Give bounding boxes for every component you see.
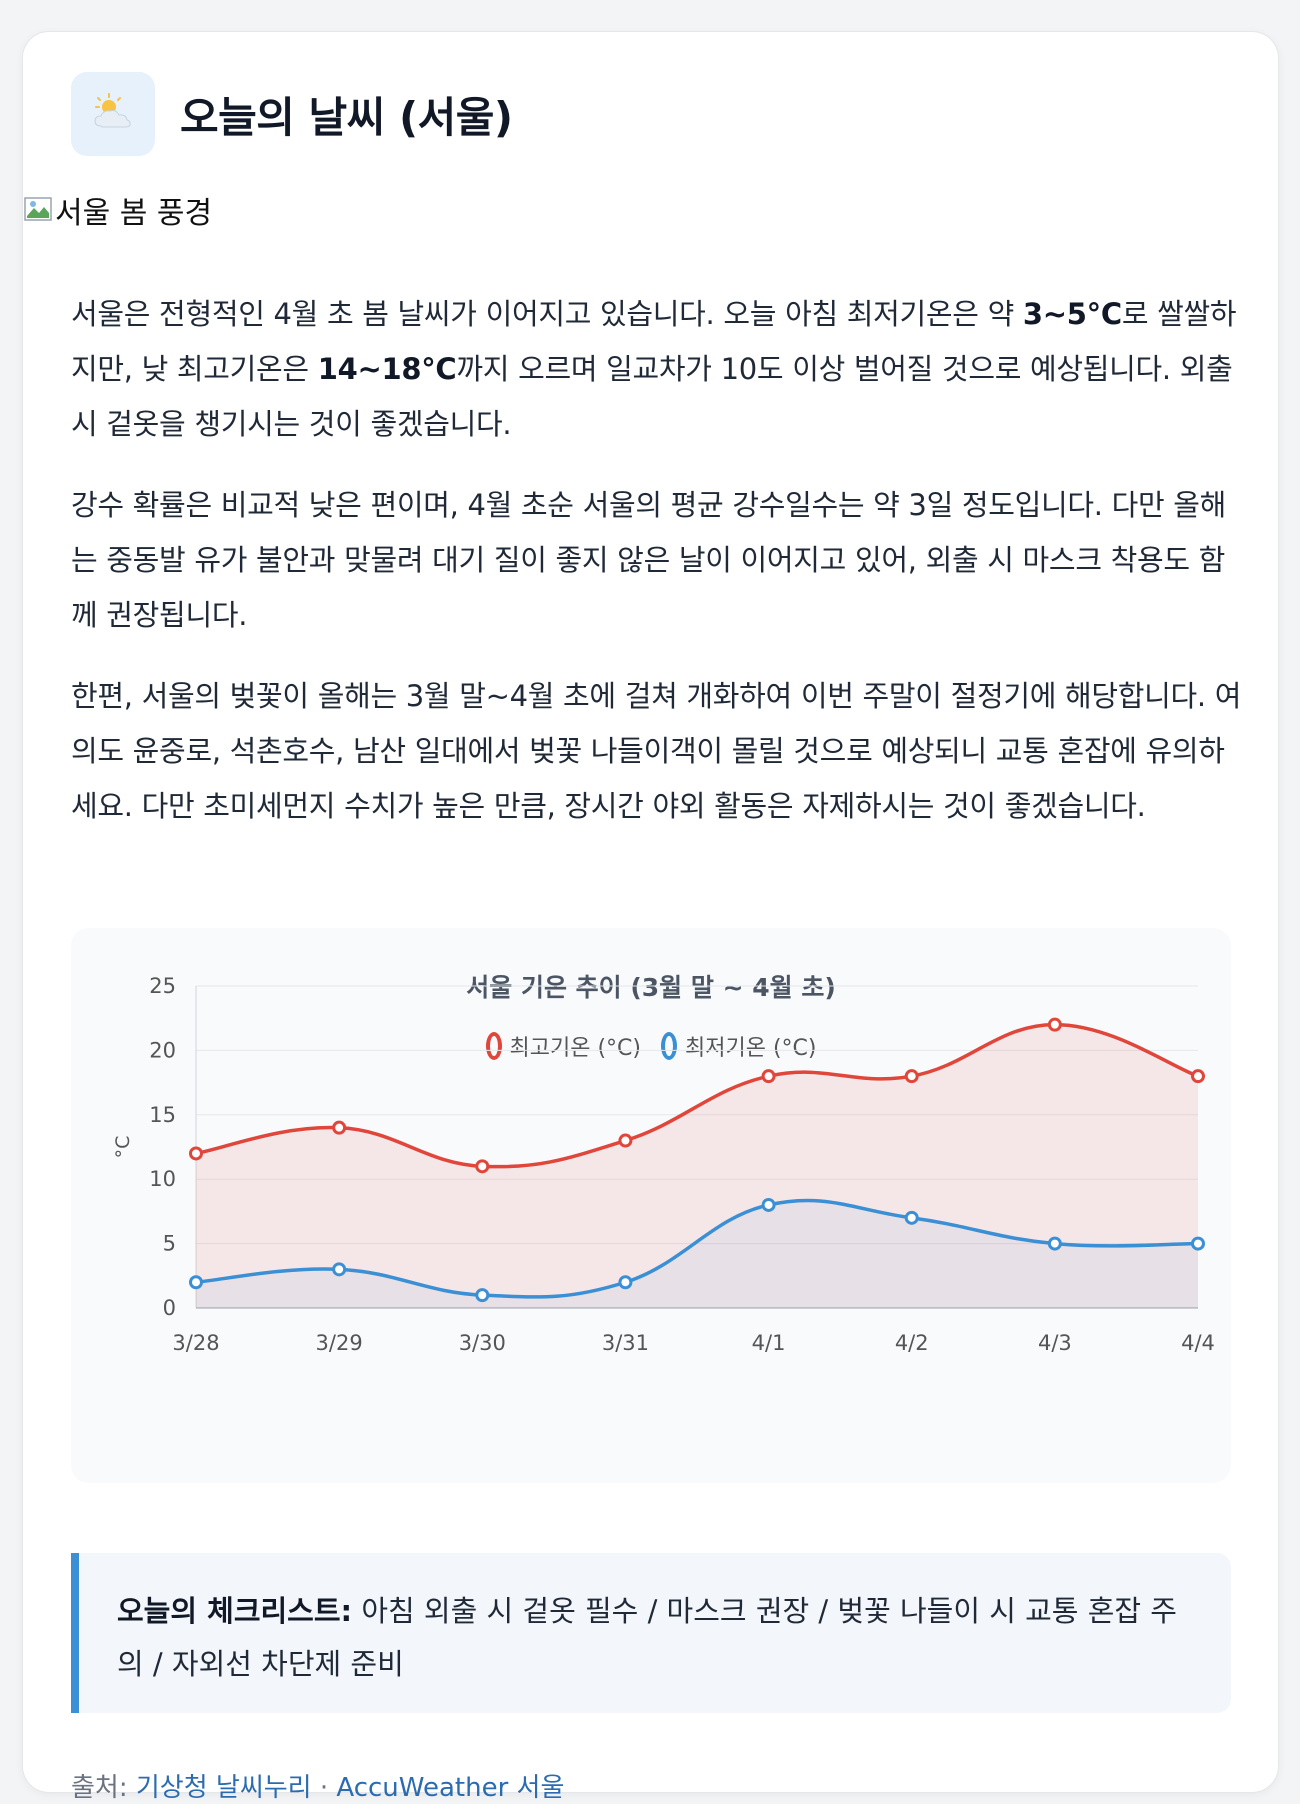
legend-item-1[interactable]: 최고기온 (°C) <box>485 1030 641 1062</box>
article-body: 서울은 전형적인 4월 초 봄 날씨가 이어지고 있습니다. 오늘 아침 최저기… <box>71 287 1251 860</box>
data-point <box>761 1197 776 1212</box>
legend-swatch <box>661 1032 677 1060</box>
chart-plot: 0 5 10 15 20 25 °C 3/28 3/29 3/30 3/31 4/1 4/2 4/3 4/4 <box>112 974 1215 1355</box>
x-tick-label: 4/2 <box>895 1331 929 1355</box>
paragraph-text: 서울은 전형적인 4월 초 봄 날씨가 이어지고 있습니다. 오늘 아침 최저기… <box>71 297 1023 331</box>
data-point <box>332 1262 347 1277</box>
paragraph-text: 로 쌀쌀하지만, 낮 최고기온은 <box>71 297 1237 386</box>
x-tick-label: 4/1 <box>752 1331 786 1355</box>
source-line: 출처: 기상청 날씨누리 · AccuWeather 서울 <box>71 1767 564 1804</box>
y-tick-label: 5 <box>163 1232 176 1256</box>
y-tick-label: 10 <box>149 1167 176 1191</box>
data-point <box>1047 1236 1062 1251</box>
checklist-text: 아침 외출 시 겉옷 필수 / 마스크 권장 / 벚꽃 나들이 시 교통 혼잡 … <box>117 1594 1177 1681</box>
data-point <box>475 1159 490 1174</box>
source-link-accuweather[interactable]: AccuWeather 서울 <box>336 1773 565 1803</box>
x-tick-label: 3/29 <box>316 1331 363 1355</box>
y-tick-label: 20 <box>149 1038 176 1062</box>
paragraph-3: 한편, 서울의 벚꽃이 올해는 3월 말~4월 초에 걸쳐 개화하여 이번 주말… <box>71 669 1251 834</box>
emphasis-text: 3~5°C <box>1022 297 1122 331</box>
y-tick-label: 0 <box>163 1296 176 1320</box>
data-point <box>189 1275 203 1290</box>
x-tick-label: 4/4 <box>1181 1331 1215 1355</box>
broken-image: 서울 봄 풍경 <box>23 190 213 231</box>
data-point <box>332 1120 347 1135</box>
page-title: 오늘의 날씨 (서울) <box>180 92 513 142</box>
x-tick-label: 4/3 <box>1038 1331 1072 1355</box>
paragraph-text: 한편, 서울의 벚꽃이 올해는 3월 말~4월 초에 걸쳐 개화하여 이번 주말… <box>71 679 1242 823</box>
series-line-2 <box>195 1198 1199 1299</box>
paragraph-text: 까지 오르며 일교차가 10도 이상 벌어질 것으로 예상됩니다. 외출 시 겉… <box>71 352 1233 441</box>
data-point <box>1191 1069 1205 1084</box>
emphasis-text: 14~18°C <box>317 352 457 386</box>
data-point <box>189 1146 203 1161</box>
y-axis-label: °C <box>112 1136 134 1159</box>
legend-swatch <box>485 1032 502 1060</box>
legend-label: 최고기온 (°C) <box>509 1036 641 1061</box>
series-area-2 <box>196 1200 1198 1308</box>
checklist-label: 오늘의 체크리스트: <box>117 1594 353 1628</box>
legend-label: 최저기온 (°C) <box>685 1036 817 1061</box>
paragraph-1: 서울은 전형적인 4월 초 봄 날씨가 이어지고 있습니다. 오늘 아침 최저기… <box>71 287 1251 452</box>
article-card: 오늘의 날씨 (서울) 서울 봄 풍경 서울은 전형적인 4월 초 봄 날씨가 … <box>23 32 1278 1803</box>
data-point <box>618 1133 633 1148</box>
data-point <box>1191 1236 1205 1251</box>
data-point <box>475 1288 490 1303</box>
chart-title: 서울 기온 추이 (3월 말 ~ 4월 초) <box>466 973 836 1002</box>
paragraph-text: 강수 확률은 비교적 낮은 편이며, 4월 초순 서울의 평균 강수일수는 약 … <box>71 488 1227 632</box>
data-point <box>904 1069 919 1084</box>
data-point <box>904 1210 919 1225</box>
x-tick-label: 3/31 <box>602 1331 649 1355</box>
data-point <box>1047 1017 1062 1032</box>
y-tick-label: 25 <box>149 974 176 998</box>
temperature-chart: 서울 기온 추이 (3월 말 ~ 4월 초) 최고기온 (°C) 최저기온 (°C… <box>71 928 1231 1483</box>
header: 오늘의 날씨 (서울) <box>71 72 513 156</box>
source-separator: · <box>311 1773 337 1803</box>
data-point <box>761 1069 776 1084</box>
sun-behind-cloud-icon <box>71 72 155 156</box>
legend-item-2[interactable]: 최저기온 (°C) <box>661 1030 816 1062</box>
chart-legend: 최고기온 (°C) 최저기온 (°C) <box>71 1030 1231 1062</box>
source-prefix: 출처: <box>71 1773 136 1803</box>
checklist-callout: 오늘의 체크리스트: 아침 외출 시 겉옷 필수 / 마스크 권장 / 벚꽃 나… <box>71 1553 1231 1713</box>
y-tick-label: 15 <box>149 1103 176 1127</box>
x-tick-label: 3/30 <box>459 1331 506 1355</box>
series-area-1 <box>196 1024 1198 1308</box>
series-line-1 <box>195 1022 1199 1169</box>
data-point <box>618 1275 633 1290</box>
paragraph-2: 강수 확률은 비교적 낮은 편이며, 4월 초순 서울의 평균 강수일수는 약 … <box>71 478 1251 643</box>
broken-image-icon <box>24 197 52 221</box>
source-link-kma[interactable]: 기상청 날씨누리 <box>135 1773 312 1803</box>
x-tick-label: 3/28 <box>172 1331 219 1355</box>
image-alt-text: 서울 봄 풍경 <box>55 196 213 231</box>
